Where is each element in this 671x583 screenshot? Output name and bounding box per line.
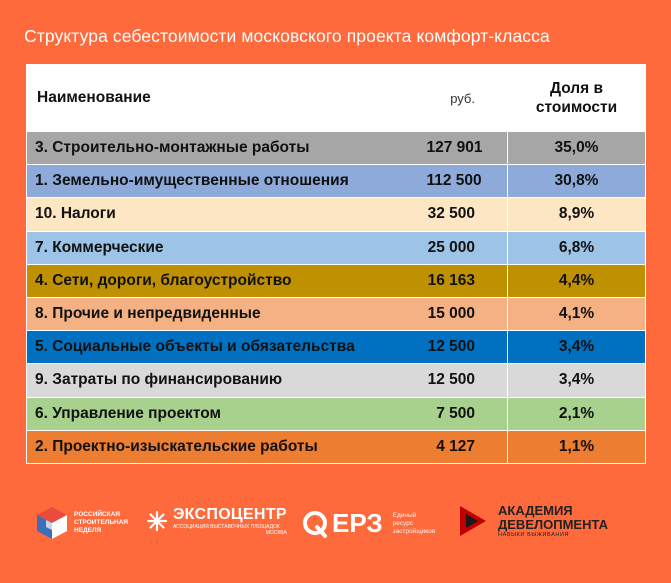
academy-tagline: НАВЫКИ ВЫЖИВАНИЯ [498,532,570,538]
expocentre-city: МОСКВА [265,530,287,536]
header-share-line2: стоимости [535,99,618,116]
row-value: 7 500 [426,396,508,431]
row-share: 4,1% [507,296,646,332]
table-row: 5. Социальные объекты и обязательства 12 … [26,330,646,365]
row-value: 32 500 [426,197,508,232]
expocentre-name: ЭКСПОЦЕНТР [173,506,287,523]
header-rub: руб. [426,64,508,132]
academy-line1: АКАДЕМИЯ [498,503,573,518]
row-name: 6. Управление проектом [26,396,427,431]
row-name: 4. Сети, дороги, благоустройство [26,263,427,298]
erz-line1: Единый [392,511,417,519]
row-name: 3. Строительно-монтажные работы [26,130,427,166]
row-value: 4 127 [426,429,508,464]
erz-line2: ресурс [392,519,414,527]
row-share: 8,9% [507,197,646,232]
table-row: 2. Проектно-изыскательские работы 4 127 1,… [26,429,646,464]
expocentre-tagline: АССОЦИАЦИЯ ВЫСТАВОЧНЫХ ПЛОЩАДОК [173,524,280,530]
row-name: 10. Налоги [26,197,427,232]
rsn-line2: строительная [74,519,129,526]
rsn-line1: Российская [74,511,121,518]
header-share: Доля в стоимости [507,64,646,132]
row-share: 30,8% [507,164,646,199]
table-row: 1. Земельно-имущественные отношения 112 5… [26,164,646,199]
cube-icon [37,507,67,539]
table-row: 10. Налоги 32 500 8,9% [26,197,646,232]
rsn-line3: неделя [74,527,102,534]
table-row: 6. Управление проектом 7 500 2,1% [26,396,646,431]
expocentre-logo: ЭКСПОЦЕНТР АССОЦИАЦИЯ ВЫСТАВОЧНЫХ ПЛОЩАД… [146,506,287,536]
q-ring-icon [303,510,327,538]
row-share: 6,8% [507,230,646,265]
table-header-row: Наименование руб. Доля в стоимости [26,64,646,132]
header-share-line1: Доля в [549,80,604,97]
row-share: 2,1% [507,396,646,431]
row-name: 5. Социальные объекты и обязательства [26,330,427,365]
header-name: Наименование [26,64,427,132]
row-value: 12 500 [426,330,508,365]
table-row: 4. Сети, дороги, благоустройство 16 163 4,… [26,263,646,298]
row-name: 8. Прочие и непредвиденные [26,296,427,332]
academy-line2: ДЕВЕЛОПМЕНТА [498,517,608,532]
row-share: 1,1% [507,429,646,464]
row-value: 112 500 [426,164,508,199]
row-value: 16 163 [426,263,508,298]
row-name: 2. Проектно-изыскательские работы [26,429,427,464]
row-share: 3,4% [507,363,646,398]
table-row: 3. Строительно-монтажные работы 127 901 35… [26,130,646,166]
row-value: 127 901 [426,130,508,166]
page-title: Структура себестоимости московского прое… [24,26,550,46]
erz-logo: ЕРЗ Единый ресурс застройщиков [302,508,435,539]
table-row: 8. Прочие и непредвиденные 15 000 4,1% [26,296,646,332]
partner-logos: Российская строительная неделя ЭКСПОЦЕНТ… [0,500,671,556]
row-share: 35,0% [507,130,646,166]
erz-line3: застройщиков [392,527,436,535]
academy-logo: АКАДЕМИЯ ДЕВЕЛОПМЕНТА НАВЫКИ ВЫЖИВАНИЯ [458,504,608,538]
row-name: 7. Коммерческие [26,230,427,265]
star-burst-icon [146,510,168,532]
row-value: 12 500 [426,363,508,398]
table-row: 7. Коммерческие 25 000 6,8% [26,230,646,265]
play-mark-icon [460,506,486,536]
row-share: 4,4% [507,263,646,298]
table-row: 9. Затраты по финансированию 12 500 3,4% [26,363,646,398]
row-name: 9. Затраты по финансированию [26,363,427,398]
rsn-logo: Российская строительная неделя [36,506,128,540]
row-name: 1. Земельно-имущественные отношения [26,164,427,199]
row-share: 3,4% [507,330,646,365]
row-value: 25 000 [426,230,508,265]
cost-structure-table: Наименование руб. Доля в стоимости 3. Ст… [26,64,646,464]
erz-name: ЕРЗ [332,508,383,538]
row-value: 15 000 [426,296,508,332]
